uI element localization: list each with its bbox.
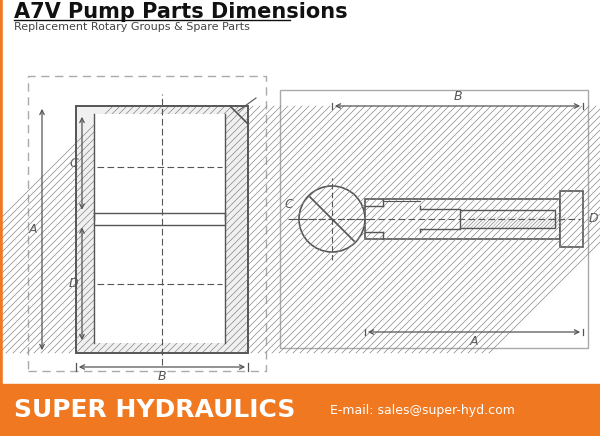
- Bar: [460, 210, 555, 228]
- Bar: [365, 199, 560, 239]
- Text: A: A: [29, 223, 37, 236]
- Bar: [94, 114, 225, 220]
- Circle shape: [299, 186, 365, 252]
- Bar: [76, 106, 248, 353]
- Bar: [280, 90, 588, 348]
- Text: Replacement Rotary Groups & Spare Parts: Replacement Rotary Groups & Spare Parts: [14, 22, 250, 32]
- Bar: [560, 191, 583, 247]
- Text: A7V Pump Parts Dimensions: A7V Pump Parts Dimensions: [14, 2, 347, 22]
- Text: D: D: [589, 212, 599, 225]
- Bar: [94, 220, 225, 343]
- Text: C: C: [69, 157, 78, 170]
- Text: B: B: [158, 370, 166, 383]
- Text: E-mail: sales@super-hyd.com: E-mail: sales@super-hyd.com: [330, 403, 515, 416]
- Text: A: A: [470, 335, 478, 348]
- Bar: [0, 384, 600, 436]
- Text: D: D: [68, 277, 78, 290]
- Text: B: B: [453, 90, 462, 103]
- Bar: [76, 106, 248, 353]
- Text: C: C: [284, 198, 293, 211]
- Text: SUPER HYDRAULICS: SUPER HYDRAULICS: [14, 398, 295, 422]
- Bar: [28, 76, 266, 371]
